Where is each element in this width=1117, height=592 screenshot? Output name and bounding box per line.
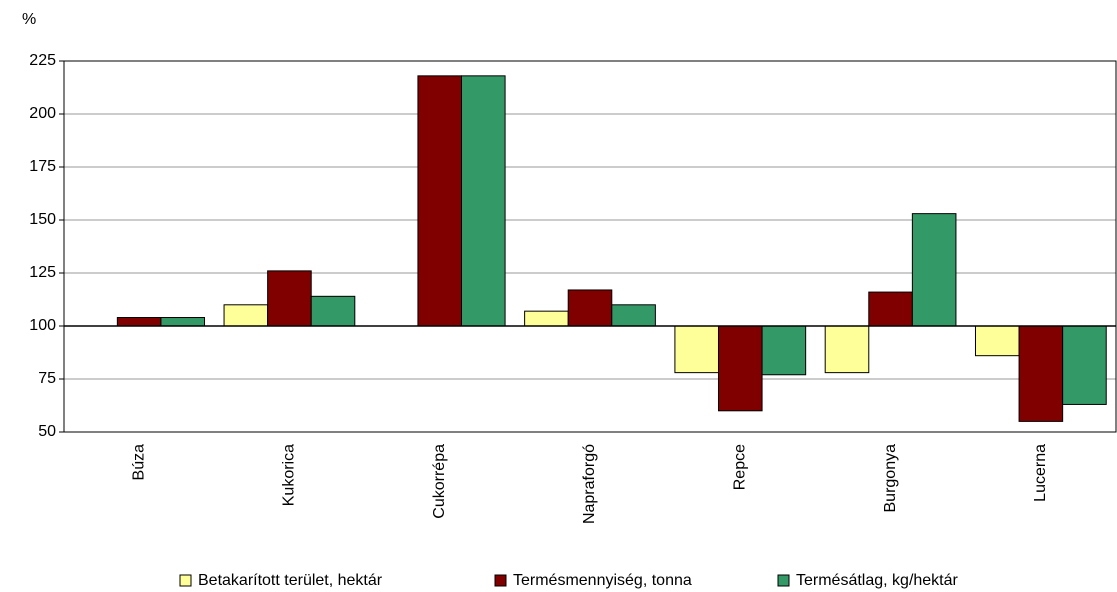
x-tick-label: Burgonya (882, 444, 899, 513)
bar (524, 310, 569, 327)
bar (267, 270, 312, 327)
bar (461, 75, 506, 327)
y-tick-label: 100 (29, 317, 56, 334)
x-tick-label: Cukorrépa (431, 444, 448, 519)
y-tick-label: 75 (38, 370, 56, 387)
bar (223, 304, 269, 327)
bar (868, 291, 913, 327)
bar (1018, 325, 1064, 422)
bar (611, 304, 656, 327)
legend-label: Termésmennyiség, tonna (513, 572, 692, 589)
y-tick-label: 50 (38, 423, 56, 440)
x-tick-label: Kukorica (281, 444, 298, 506)
bar (824, 325, 870, 374)
bar (674, 325, 719, 374)
bar (417, 75, 463, 327)
bar (717, 325, 763, 412)
legend-swatch (179, 574, 192, 587)
x-tick-label: Búza (130, 444, 147, 481)
y-tick-label: 125 (29, 264, 56, 281)
bar (761, 325, 807, 376)
legend-swatch (777, 574, 790, 587)
plot-border (63, 60, 1117, 433)
y-tick-label: 150 (29, 211, 56, 228)
bar (911, 213, 957, 327)
bar (974, 325, 1020, 357)
legend-label: Termésátlag, kg/hektár (796, 572, 959, 589)
y-tick-label: 175 (29, 158, 56, 175)
legend-swatch (494, 574, 507, 587)
bar (116, 317, 162, 327)
x-tick-label: Lucerna (1032, 444, 1049, 502)
x-tick-label: Repce (732, 444, 749, 490)
legend-label: Betakarított terület, hektár (198, 572, 383, 589)
y-unit-label: % (22, 11, 36, 28)
y-tick-label: 200 (29, 105, 56, 122)
y-tick-label: 225 (29, 52, 56, 69)
x-tick-label: Napraforgó (581, 444, 598, 524)
bar (310, 295, 356, 327)
bar (567, 289, 613, 327)
bar (160, 317, 206, 327)
bar (1062, 325, 1107, 405)
